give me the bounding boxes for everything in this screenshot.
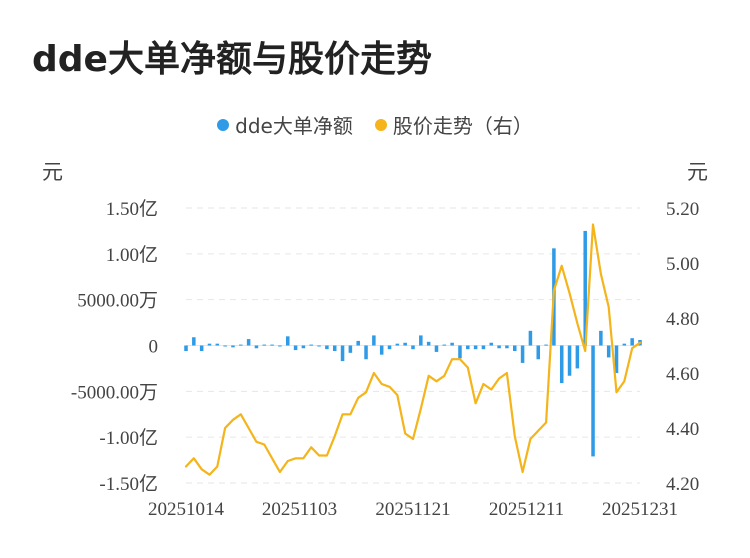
dde-bar	[466, 345, 470, 350]
legend-marker-dde	[217, 118, 230, 131]
dde-bar	[434, 345, 439, 352]
dde-bar	[192, 337, 196, 346]
left-tick-label: 1.50亿	[106, 198, 158, 220]
dde-bar	[614, 345, 619, 373]
dde-bar	[403, 342, 407, 346]
dde-bar	[599, 330, 603, 346]
right-tick-label: 4.40	[666, 419, 699, 440]
price-line	[184, 223, 642, 476]
dde-bar	[497, 345, 501, 349]
x-tick-label: 20251103	[262, 499, 337, 520]
left-axis-unit: 元	[42, 160, 63, 184]
dde-bar	[489, 342, 494, 346]
dde-bar	[379, 345, 384, 355]
dde-bar	[348, 345, 353, 353]
dde-bar	[512, 345, 517, 351]
dde-bar	[223, 345, 227, 347]
dde-bar	[301, 345, 306, 349]
dde-bar	[528, 330, 533, 346]
legend-item-dde[interactable]: dde大单净额	[217, 110, 353, 139]
dde-bar	[372, 335, 376, 346]
legend-label-price: 股价走势（右）	[392, 114, 533, 138]
dde-bar	[184, 345, 188, 351]
dde-bar	[270, 344, 274, 346]
dde-bar	[450, 342, 454, 346]
legend-marker-price	[374, 118, 387, 131]
right-tick-label: 5.20	[666, 199, 699, 220]
dde-bar	[364, 345, 368, 360]
dde-bar	[207, 343, 212, 346]
dde-bar	[606, 345, 611, 358]
dde-bar	[544, 344, 548, 346]
left-tick-label: 0	[149, 337, 159, 358]
dde-bar	[567, 345, 572, 376]
dde-bar	[317, 345, 321, 347]
legend: dde大单净额 股价走势（右）	[0, 110, 750, 139]
left-tick-label: 5000.00万	[77, 291, 158, 312]
dde-bar	[505, 345, 509, 349]
left-tick-label: -5000.00万	[71, 382, 158, 403]
dde-bar	[559, 345, 564, 384]
dde-bar	[231, 345, 235, 348]
dde-bar	[325, 345, 329, 350]
dde-bar	[481, 345, 486, 350]
right-tick-label: 4.20	[666, 474, 699, 495]
dde-bar	[285, 336, 290, 346]
legend-label-dde: dde大单净额	[235, 114, 353, 138]
dde-bar	[395, 343, 400, 346]
dde-bar	[536, 345, 541, 360]
legend-item-price[interactable]: 股价走势（右）	[374, 110, 533, 139]
dde-bar	[254, 345, 259, 349]
dde-bar	[356, 340, 360, 346]
left-tick-label: 1.00亿	[106, 244, 158, 266]
right-axis-unit: 元	[687, 160, 708, 184]
dde-bar	[293, 345, 298, 351]
left-tick-label: -1.50亿	[99, 473, 158, 495]
dde-bar	[591, 345, 595, 457]
dde-bar	[309, 344, 314, 346]
dde-bar	[246, 339, 251, 346]
dde-bar	[199, 345, 204, 351]
dde-bar	[340, 345, 345, 362]
dde-bar	[387, 345, 392, 350]
dde-bar	[622, 343, 627, 346]
x-tick-label: 20251231	[602, 499, 678, 520]
dde-bar	[442, 344, 447, 346]
dde-bar	[411, 345, 415, 350]
dde-bar	[332, 345, 337, 351]
dde-bar	[426, 341, 431, 346]
x-tick-label: 20251014	[148, 499, 225, 520]
dde-bar	[583, 230, 587, 346]
x-tick-label: 20251121	[375, 499, 450, 520]
dde-bar	[473, 345, 478, 350]
x-tick-label: 20251211	[489, 499, 564, 520]
dde-bar	[278, 345, 282, 347]
dde-bar	[215, 343, 220, 346]
dde-bar	[262, 344, 267, 346]
right-tick-label: 4.60	[666, 364, 699, 385]
right-tick-label: 5.00	[666, 254, 699, 275]
right-tick-label: 4.80	[666, 309, 699, 330]
dde-bar	[239, 344, 243, 346]
chart-title: dde大单净额与股价走势	[32, 39, 432, 80]
dde-bar	[520, 345, 525, 363]
left-tick-label: -1.00亿	[99, 427, 158, 449]
dde-bar	[458, 345, 462, 359]
dde-bar	[575, 345, 580, 369]
dde-bar	[419, 335, 423, 346]
dde-bar	[630, 338, 634, 346]
